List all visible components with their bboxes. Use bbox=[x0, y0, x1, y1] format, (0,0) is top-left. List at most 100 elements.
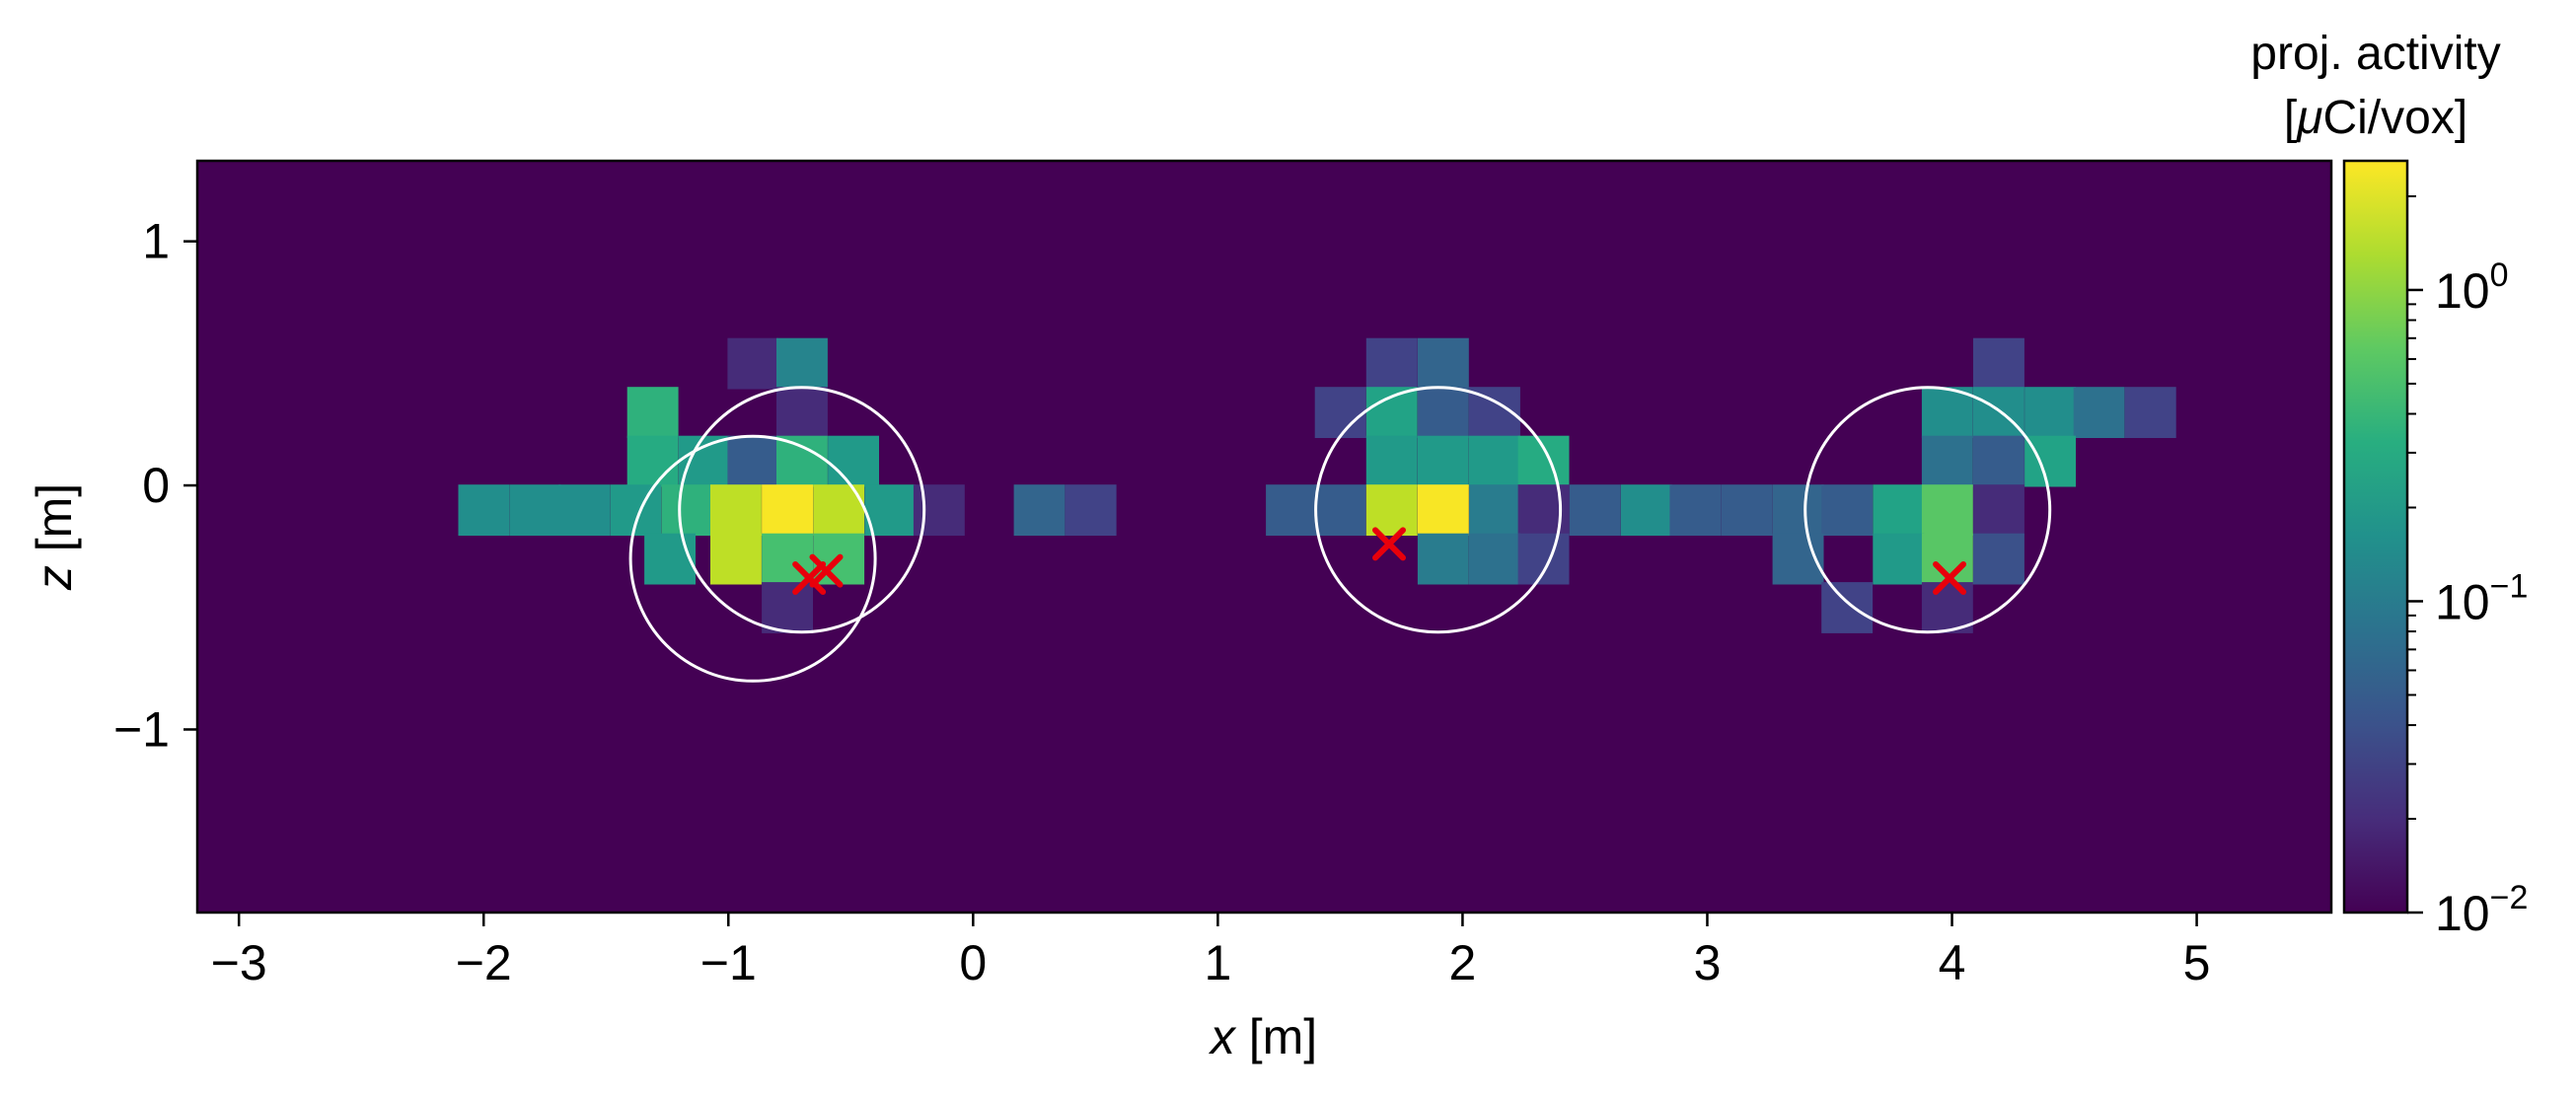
heatmap-cell bbox=[2124, 387, 2176, 438]
heatmap-cell bbox=[1569, 484, 1621, 536]
x-axis-label: x [m] bbox=[1209, 1009, 1317, 1064]
x-tick-label: −1 bbox=[700, 935, 757, 990]
colorbar-tick-label: 10−2 bbox=[2435, 879, 2528, 941]
heatmap-cell bbox=[1772, 484, 1824, 536]
x-axis-label-var: x bbox=[1209, 1009, 1237, 1064]
heatmap-cell bbox=[1721, 484, 1773, 536]
y-tick-label: 1 bbox=[142, 214, 170, 269]
source-marker bbox=[1933, 561, 1967, 596]
source-circle bbox=[1803, 386, 2052, 634]
heatmap-cell bbox=[678, 435, 730, 487]
heatmap-cell bbox=[1417, 435, 1469, 487]
x-tick-label: 0 bbox=[959, 935, 987, 990]
heatmap-cell bbox=[1921, 484, 1973, 536]
source-marker bbox=[1372, 527, 1407, 561]
heatmap-cell bbox=[1314, 387, 1366, 438]
heatmap-cell bbox=[1821, 484, 1874, 536]
x-tick-label: 3 bbox=[1694, 935, 1722, 990]
y-axis-ticks: 1 0 −1 bbox=[113, 214, 197, 757]
source-marker bbox=[792, 561, 827, 596]
y-tick-label: −1 bbox=[113, 701, 170, 757]
heatmap-cell bbox=[776, 337, 828, 390]
source-circle bbox=[1314, 386, 1563, 634]
x-tick-label: 5 bbox=[2183, 935, 2211, 990]
heatmap-cell bbox=[1973, 337, 2024, 390]
x-tick-label: 4 bbox=[1939, 935, 1966, 990]
heatmap-cell bbox=[458, 484, 510, 536]
heatmap-cell bbox=[776, 435, 828, 487]
source-circle bbox=[678, 386, 926, 634]
colorbar bbox=[2342, 159, 2409, 914]
heatmap-cell bbox=[710, 484, 762, 536]
heatmap-cell bbox=[776, 387, 828, 438]
heatmap-cell bbox=[727, 435, 779, 487]
heatmap-cell bbox=[1921, 387, 1973, 438]
heatmap-cell bbox=[762, 582, 813, 633]
heatmap-cell bbox=[1013, 484, 1066, 536]
heatmap-cell bbox=[864, 484, 917, 536]
heatmap-cell bbox=[1365, 337, 1418, 390]
heatmap-cell bbox=[1417, 484, 1469, 536]
heatmap-cell bbox=[1417, 533, 1469, 585]
colorbar-ticks: 100 10−1 10−2 bbox=[2407, 194, 2528, 941]
heatmap-cell bbox=[1417, 337, 1469, 390]
heatmap-cell bbox=[1821, 582, 1874, 633]
heatmap-cell bbox=[644, 533, 696, 585]
heatmap-cell bbox=[727, 337, 779, 390]
heatmap-cell bbox=[509, 484, 561, 536]
heatmap-cell bbox=[1620, 484, 1672, 536]
y-axis-label-unit: [m] bbox=[27, 483, 82, 551]
heatmap-cell bbox=[1973, 387, 2024, 438]
heatmap-cell bbox=[2073, 387, 2125, 438]
x-tick-label: −3 bbox=[211, 935, 267, 990]
y-tick-label: 0 bbox=[142, 458, 170, 513]
heatmap-cell bbox=[1065, 484, 1117, 536]
heatmap-cell bbox=[1517, 533, 1570, 585]
heatmap-cell bbox=[1469, 435, 1520, 487]
x-tick-label: 1 bbox=[1204, 935, 1231, 990]
heatmap-cell bbox=[913, 484, 965, 536]
heatmap-cell bbox=[1365, 387, 1418, 438]
mu-symbol: μ bbox=[2295, 92, 2322, 144]
x-tick-label: −2 bbox=[456, 935, 512, 990]
x-axis-ticks: −3 −2 −1 0 1 2 3 4 5 bbox=[211, 913, 2211, 990]
heatmap-cell bbox=[1417, 387, 1469, 438]
heatmap-cell bbox=[2024, 387, 2076, 438]
heatmap-cell bbox=[1365, 484, 1418, 536]
heatmap-cell bbox=[1314, 484, 1366, 536]
heatmap-cell bbox=[1921, 435, 1973, 487]
source-markers bbox=[792, 527, 1967, 596]
heatmap-cell bbox=[1669, 484, 1722, 536]
plot-frame bbox=[195, 159, 2333, 914]
heatmap-cell bbox=[626, 387, 679, 438]
heatmap-cell bbox=[1873, 533, 1925, 585]
heatmap-cell bbox=[1973, 435, 2024, 487]
colorbar-tick-label: 10−1 bbox=[2435, 567, 2528, 629]
heatmap-cell bbox=[1266, 484, 1317, 536]
heatmap-cells bbox=[458, 337, 2176, 633]
colorbar-title-line2: [μCi/vox] bbox=[2284, 92, 2467, 144]
colorbar-title-line1: proj. activity bbox=[2250, 28, 2500, 80]
heatmap-cell bbox=[1973, 533, 2024, 585]
heatmap-cell bbox=[1873, 484, 1925, 536]
heatmap-cell bbox=[558, 484, 611, 536]
heatmap-cell bbox=[2024, 435, 2076, 487]
y-axis-label: z [m] bbox=[27, 483, 82, 591]
source-circle bbox=[628, 434, 877, 683]
heatmap-cell bbox=[828, 435, 879, 487]
heatmap-cell bbox=[1517, 435, 1570, 487]
heatmap-cell bbox=[1469, 533, 1520, 585]
colorbar-tick-label: 100 bbox=[2435, 256, 2509, 319]
heatmap-cell bbox=[1469, 484, 1520, 536]
source-circles bbox=[628, 386, 2052, 683]
heatmap-cell bbox=[1973, 484, 2024, 536]
heatmap-cell bbox=[762, 484, 813, 536]
heatmap-cell bbox=[626, 435, 679, 487]
heatmap-cell bbox=[710, 533, 762, 585]
heatmap-cell bbox=[661, 484, 713, 536]
y-axis-label-var: z bbox=[27, 565, 82, 591]
source-marker bbox=[809, 553, 844, 588]
x-tick-label: 2 bbox=[1449, 935, 1477, 990]
heatmap-cell bbox=[1365, 435, 1418, 487]
